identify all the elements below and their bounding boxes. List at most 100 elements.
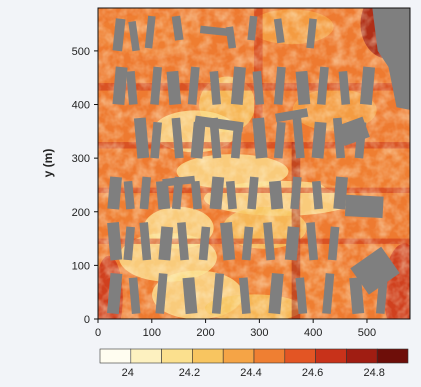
building bbox=[126, 70, 138, 105]
building bbox=[306, 222, 319, 261]
building bbox=[306, 18, 317, 49]
y-tick-label: 300 bbox=[72, 153, 90, 165]
building bbox=[252, 117, 268, 159]
colorbar-bin bbox=[284, 348, 316, 364]
building bbox=[311, 180, 323, 210]
building bbox=[338, 70, 351, 105]
building bbox=[112, 18, 126, 52]
building bbox=[155, 180, 171, 210]
building bbox=[123, 226, 135, 261]
building bbox=[171, 117, 184, 159]
plot-area bbox=[98, 8, 410, 319]
building bbox=[327, 226, 340, 261]
colorbar-bin bbox=[99, 348, 132, 364]
y-tick-label: 200 bbox=[72, 207, 90, 219]
colorbar-label: 24.8 bbox=[363, 367, 384, 379]
building bbox=[177, 222, 189, 261]
y-tick-label: 500 bbox=[72, 46, 90, 58]
building bbox=[372, 8, 410, 110]
plot-frame bbox=[97, 7, 411, 320]
building bbox=[155, 273, 168, 314]
colorbar-bin bbox=[253, 348, 286, 364]
building bbox=[252, 70, 265, 105]
x-tick-label: 100 bbox=[143, 327, 161, 339]
building bbox=[190, 180, 202, 210]
building bbox=[150, 66, 163, 105]
building bbox=[166, 70, 182, 105]
building bbox=[247, 15, 258, 41]
building bbox=[220, 222, 236, 261]
building bbox=[209, 70, 222, 105]
building bbox=[158, 226, 174, 261]
building bbox=[247, 176, 259, 210]
colorbar-bin bbox=[192, 348, 224, 364]
building bbox=[198, 226, 211, 261]
building bbox=[333, 176, 348, 210]
building bbox=[238, 277, 251, 314]
building bbox=[199, 25, 233, 37]
building bbox=[107, 272, 123, 315]
building bbox=[263, 222, 275, 261]
building bbox=[322, 273, 335, 314]
building bbox=[133, 117, 150, 159]
y-tick-label: 100 bbox=[72, 260, 90, 272]
colorbar-label: 24.2 bbox=[179, 367, 200, 379]
building bbox=[359, 66, 376, 105]
x-tick-label: 300 bbox=[250, 327, 268, 339]
building bbox=[128, 277, 141, 314]
building bbox=[225, 26, 237, 49]
colorbar-label: 24.6 bbox=[302, 367, 323, 379]
building bbox=[194, 115, 244, 132]
y-axis-label: y (m) bbox=[41, 149, 55, 178]
y-tick-label: 400 bbox=[72, 100, 90, 112]
building bbox=[295, 277, 308, 314]
y-tick-label: 0 bbox=[84, 314, 90, 326]
colorbar-bin bbox=[346, 348, 378, 364]
building bbox=[273, 66, 286, 105]
building bbox=[344, 194, 384, 219]
building bbox=[187, 66, 200, 105]
building bbox=[290, 176, 302, 210]
building bbox=[139, 176, 152, 210]
building bbox=[190, 121, 206, 159]
buildings bbox=[107, 8, 410, 315]
building bbox=[292, 117, 305, 159]
building bbox=[268, 272, 284, 315]
x-tick-label: 400 bbox=[304, 327, 322, 339]
building bbox=[150, 121, 162, 159]
building bbox=[107, 176, 122, 210]
colorbar-bin bbox=[376, 348, 409, 364]
building bbox=[350, 246, 400, 295]
building bbox=[112, 66, 128, 105]
building bbox=[171, 15, 184, 41]
building bbox=[209, 176, 225, 210]
building bbox=[273, 121, 286, 159]
building bbox=[144, 15, 156, 49]
building bbox=[337, 116, 370, 146]
x-tick-label: 0 bbox=[95, 327, 101, 339]
building bbox=[162, 175, 196, 187]
building bbox=[225, 180, 237, 210]
building bbox=[128, 21, 140, 52]
building bbox=[284, 226, 300, 261]
building bbox=[311, 121, 327, 159]
building bbox=[349, 277, 365, 315]
building bbox=[316, 66, 329, 105]
building bbox=[139, 222, 152, 261]
x-tick-label: 200 bbox=[196, 327, 214, 339]
building bbox=[268, 180, 284, 210]
colorbar-label: 24 bbox=[122, 367, 134, 379]
building bbox=[273, 18, 285, 44]
x-tick-label: 500 bbox=[358, 327, 376, 339]
building bbox=[123, 180, 135, 210]
colorbar-bin bbox=[161, 348, 193, 364]
y-axis: 0 100 200 300 400 500 bbox=[72, 46, 98, 326]
colorbar-bin bbox=[315, 348, 347, 364]
building bbox=[275, 108, 309, 123]
x-axis: 0 100 200 300 400 500 bbox=[95, 319, 376, 339]
building bbox=[295, 70, 311, 105]
building bbox=[182, 277, 198, 315]
colorbar-bin bbox=[222, 348, 255, 364]
